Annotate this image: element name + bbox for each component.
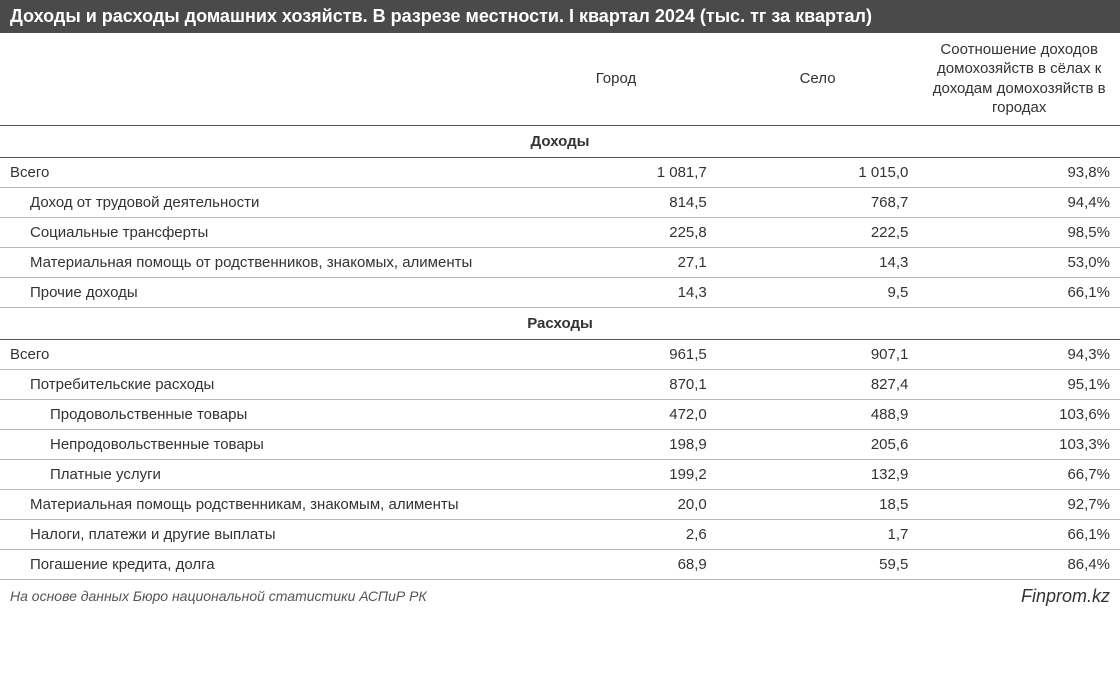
row-label: Доход от трудовой деятельности (0, 187, 515, 217)
row-ratio: 86,4% (918, 549, 1120, 579)
source-text: На основе данных Бюро национальной стати… (10, 588, 427, 604)
row-ratio: 103,3% (918, 429, 1120, 459)
table-row: Социальные трансферты225,8222,598,5% (0, 217, 1120, 247)
row-ratio: 94,4% (918, 187, 1120, 217)
row-label: Непродовольственные товары (0, 429, 515, 459)
col-header-city: Город (515, 33, 717, 125)
row-village: 222,5 (717, 217, 919, 247)
row-label: Продовольственные товары (0, 399, 515, 429)
table-row: Материальная помощь от родственников, зн… (0, 247, 1120, 277)
table-row: Погашение кредита, долга68,959,586,4% (0, 549, 1120, 579)
row-city: 814,5 (515, 187, 717, 217)
row-village: 827,4 (717, 369, 919, 399)
row-village: 9,5 (717, 277, 919, 307)
row-label: Потребительские расходы (0, 369, 515, 399)
row-ratio: 66,1% (918, 277, 1120, 307)
row-label: Всего (0, 339, 515, 369)
brand-text: Finprom.kz (1021, 586, 1110, 607)
col-header-label (0, 33, 515, 125)
row-label: Материальная помощь родственникам, знако… (0, 489, 515, 519)
row-city: 198,9 (515, 429, 717, 459)
col-header-ratio: Соотношение доходов домохозяйств в сёлах… (918, 33, 1120, 125)
row-city: 20,0 (515, 489, 717, 519)
table-row: Всего961,5907,194,3% (0, 339, 1120, 369)
row-village: 488,9 (717, 399, 919, 429)
row-label: Материальная помощь от родственников, зн… (0, 247, 515, 277)
row-city: 870,1 (515, 369, 717, 399)
row-village: 768,7 (717, 187, 919, 217)
row-ratio: 98,5% (918, 217, 1120, 247)
table-row: Доход от трудовой деятельности814,5768,7… (0, 187, 1120, 217)
row-village: 1 015,0 (717, 157, 919, 187)
table-row: Платные услуги199,2132,966,7% (0, 459, 1120, 489)
row-city: 68,9 (515, 549, 717, 579)
row-city: 2,6 (515, 519, 717, 549)
row-ratio: 94,3% (918, 339, 1120, 369)
page-title: Доходы и расходы домашних хозяйств. В ра… (0, 0, 1120, 33)
row-ratio: 95,1% (918, 369, 1120, 399)
table-row: Материальная помощь родственникам, знако… (0, 489, 1120, 519)
row-village: 18,5 (717, 489, 919, 519)
row-ratio: 103,6% (918, 399, 1120, 429)
table-row: Непродовольственные товары198,9205,6103,… (0, 429, 1120, 459)
row-label: Всего (0, 157, 515, 187)
row-village: 132,9 (717, 459, 919, 489)
row-label: Социальные трансферты (0, 217, 515, 247)
row-label: Платные услуги (0, 459, 515, 489)
row-village: 1,7 (717, 519, 919, 549)
row-ratio: 92,7% (918, 489, 1120, 519)
row-city: 1 081,7 (515, 157, 717, 187)
row-label: Погашение кредита, долга (0, 549, 515, 579)
row-city: 472,0 (515, 399, 717, 429)
table-row: Налоги, платежи и другие выплаты2,61,766… (0, 519, 1120, 549)
section-header: Расходы (0, 307, 1120, 339)
col-header-village: Село (717, 33, 919, 125)
section-header-row: Доходы (0, 125, 1120, 157)
table-row: Продовольственные товары472,0488,9103,6% (0, 399, 1120, 429)
row-city: 27,1 (515, 247, 717, 277)
header-row: Город Село Соотношение доходов домохозяй… (0, 33, 1120, 125)
row-ratio: 66,1% (918, 519, 1120, 549)
table-row: Прочие доходы14,39,566,1% (0, 277, 1120, 307)
row-village: 59,5 (717, 549, 919, 579)
data-table: Город Село Соотношение доходов домохозяй… (0, 33, 1120, 580)
row-city: 961,5 (515, 339, 717, 369)
row-label: Прочие доходы (0, 277, 515, 307)
row-village: 205,6 (717, 429, 919, 459)
row-city: 199,2 (515, 459, 717, 489)
table-row: Потребительские расходы870,1827,495,1% (0, 369, 1120, 399)
section-header: Доходы (0, 125, 1120, 157)
row-village: 907,1 (717, 339, 919, 369)
section-header-row: Расходы (0, 307, 1120, 339)
table-row: Всего1 081,71 015,093,8% (0, 157, 1120, 187)
row-city: 14,3 (515, 277, 717, 307)
row-ratio: 66,7% (918, 459, 1120, 489)
row-village: 14,3 (717, 247, 919, 277)
footer: На основе данных Бюро национальной стати… (0, 580, 1120, 613)
row-ratio: 53,0% (918, 247, 1120, 277)
row-label: Налоги, платежи и другие выплаты (0, 519, 515, 549)
row-city: 225,8 (515, 217, 717, 247)
row-ratio: 93,8% (918, 157, 1120, 187)
